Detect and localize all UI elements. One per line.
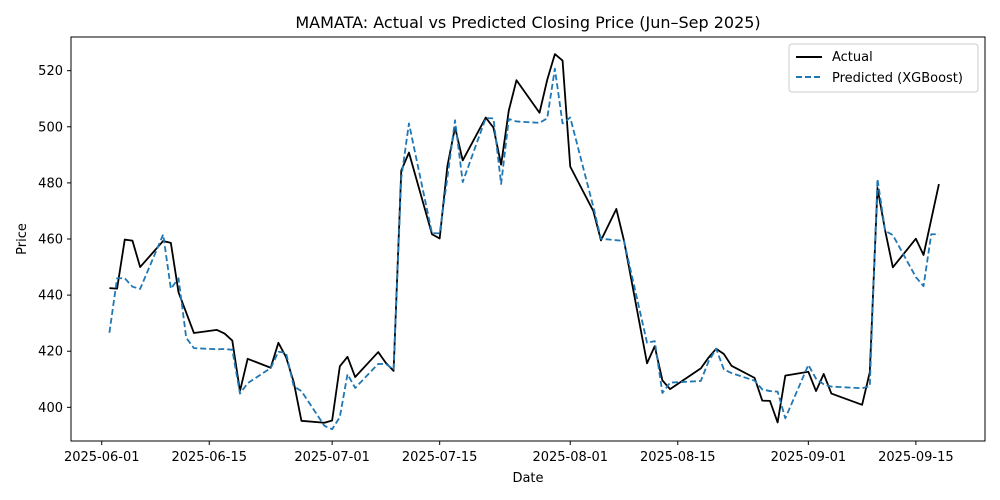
y-tick-label: 480: [38, 176, 63, 191]
legend-label-actual: Actual: [832, 50, 873, 65]
x-tick-label: 2025-09-01: [771, 450, 847, 465]
y-axis-label: Price: [15, 223, 30, 255]
y-tick-label: 460: [38, 233, 63, 248]
x-tick-label: 2025-08-15: [640, 450, 716, 465]
legend-frame: [788, 43, 979, 93]
y-axis: 400 420 440 460 480 500 520: [38, 64, 71, 416]
series-line-actual: [109, 53, 940, 424]
series-line-predicted: [108, 67, 939, 431]
y-tick-label: 520: [38, 64, 63, 79]
x-tick-label: 2025-06-15: [171, 450, 247, 465]
x-tick-label: 2025-06-01: [64, 450, 140, 465]
x-tick-label: 2025-09-15: [878, 450, 954, 465]
series-layer: [108, 53, 940, 431]
chart-title: MAMATA: Actual vs Predicted Closing Pric…: [295, 13, 760, 32]
legend: Actual Predicted (XGBoost): [788, 43, 979, 93]
y-tick-label: 400: [38, 401, 63, 416]
axes-frame: [70, 36, 986, 442]
y-tick-label: 440: [38, 289, 63, 304]
x-axis: 2025-06-01 2025-06-15 2025-07-01 2025-07-15…: [64, 441, 954, 465]
x-tick-label: 2025-07-15: [402, 450, 478, 465]
x-tick-label: 2025-08-01: [532, 450, 608, 465]
x-axis-label: Date: [512, 471, 543, 486]
x-tick-label: 2025-07-01: [294, 450, 370, 465]
legend-label-predicted: Predicted (XGBoost): [832, 71, 963, 86]
y-tick-label: 420: [38, 345, 63, 360]
y-tick-label: 500: [38, 120, 63, 135]
